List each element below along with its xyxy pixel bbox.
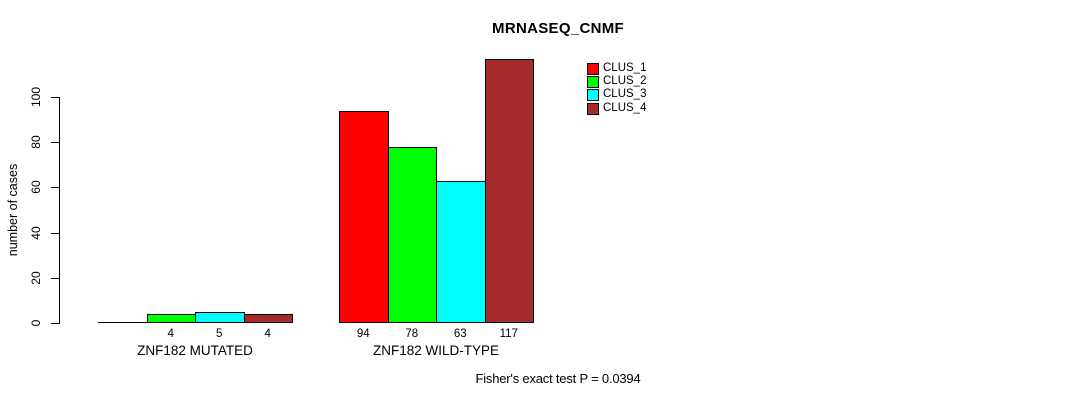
bar — [484, 58, 534, 323]
bar — [436, 180, 486, 323]
y-tick-label: 60 — [29, 180, 43, 195]
y-tick-label: 0 — [29, 319, 43, 327]
bar — [146, 313, 196, 323]
y-tick — [51, 97, 59, 98]
y-tick-label: 40 — [29, 225, 43, 240]
bar-value-label: 4 — [264, 328, 271, 340]
bar-value-label: 117 — [499, 328, 518, 340]
legend-label: CLUS_1 — [603, 62, 647, 74]
y-tick-label: 80 — [29, 135, 43, 149]
bar-value-label: 5 — [216, 328, 223, 340]
legend-label: CLUS_3 — [603, 88, 647, 101]
bar — [339, 110, 389, 323]
y-tick — [51, 277, 59, 279]
legend-label: CLUS_4 — [603, 101, 647, 114]
legend-swatch — [587, 76, 599, 89]
y-tick — [51, 323, 59, 324]
y-tick-label: 20 — [29, 271, 43, 285]
y-tick-label: 100 — [29, 86, 43, 108]
bar-value-label: 78 — [405, 328, 419, 340]
bar-value-label: 94 — [356, 328, 370, 340]
bar — [195, 311, 245, 323]
legend-label: CLUS_2 — [603, 75, 647, 88]
legend-swatch — [587, 102, 599, 115]
bar-value-label: 63 — [453, 328, 467, 340]
bar — [387, 146, 437, 323]
bar — [243, 313, 293, 323]
footnote-fisher-test: Fisher's exact test P = 0.0394 — [475, 371, 641, 386]
y-tick — [51, 142, 59, 144]
legend-swatch — [587, 63, 599, 75]
bar-value-label: 4 — [167, 328, 174, 340]
y-axis-label: number of cases — [6, 163, 20, 257]
y-tick — [51, 187, 59, 189]
legend-swatch — [587, 89, 599, 102]
y-tick — [51, 232, 59, 234]
group-label: ZNF182 MUTATED — [137, 343, 253, 358]
chart-title: MRNASEQ_CNMF — [492, 20, 624, 37]
bar-zero — [98, 322, 148, 323]
y-axis-line — [59, 97, 60, 324]
group-label: ZNF182 WILD-TYPE — [372, 343, 500, 358]
